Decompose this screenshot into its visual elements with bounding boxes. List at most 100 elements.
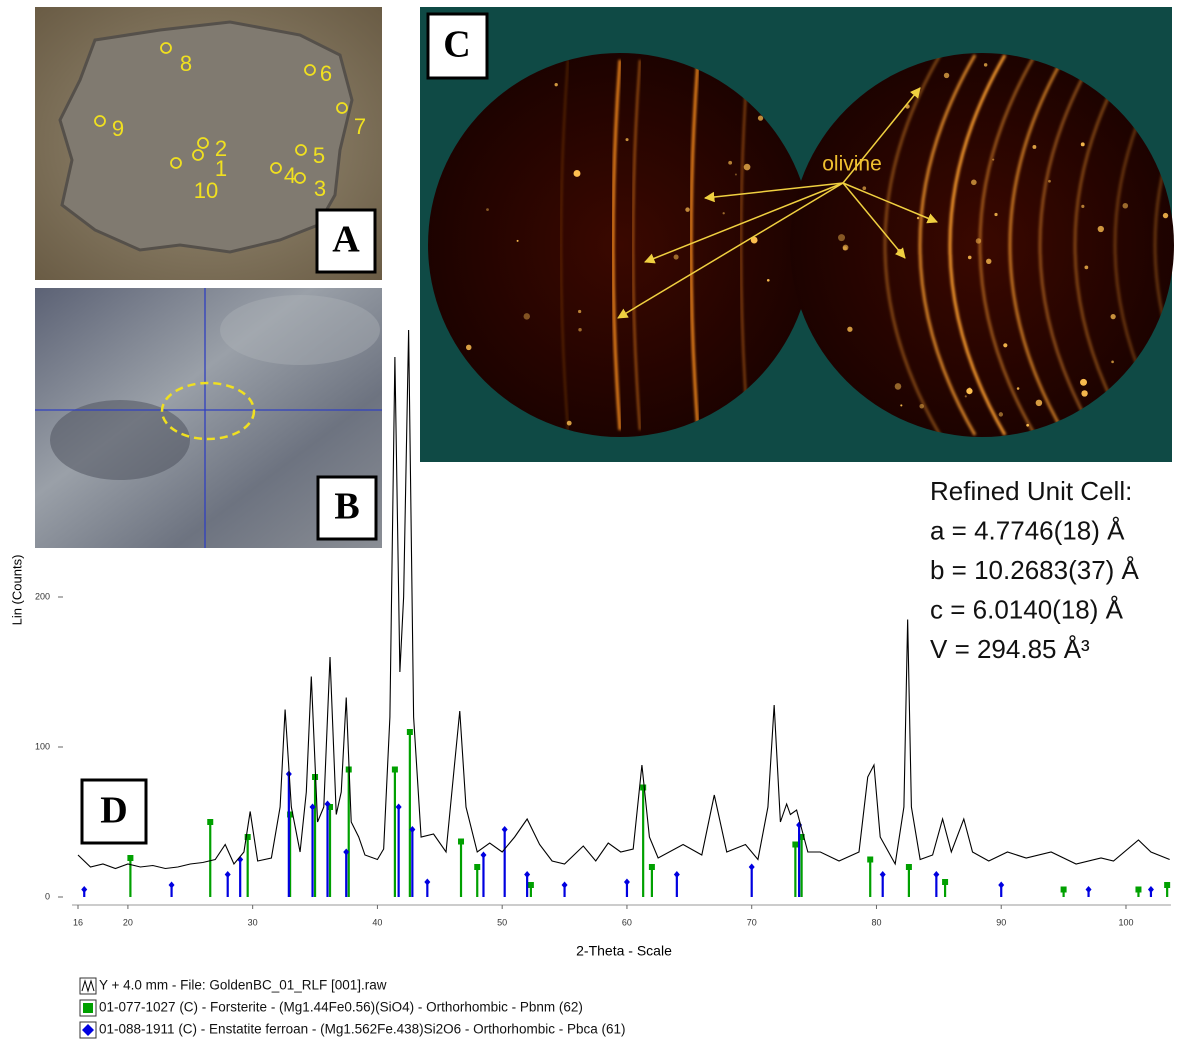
stick-marker: [640, 784, 647, 791]
x-axis-label: 2-Theta - Scale: [576, 943, 672, 959]
diffraction-spot: [465, 344, 472, 351]
diffraction-spot: [673, 254, 679, 260]
panel-c: olivine C: [420, 7, 1174, 462]
texture: [220, 295, 380, 365]
spot-marker: [295, 144, 307, 156]
stick-marker: [673, 871, 680, 878]
annotation: c = 6.0140(18) Å: [930, 594, 1124, 624]
diffraction-spot: [728, 160, 733, 165]
spot-marker: [197, 137, 209, 149]
stick-marker: [998, 881, 1005, 889]
stick-marker: [1147, 886, 1154, 893]
stick-marker: [81, 886, 88, 893]
x-tick-label: 60: [622, 917, 632, 927]
arrow: [644, 182, 844, 264]
diffraction-spot: [625, 138, 629, 142]
diffraction-spot: [862, 186, 867, 191]
spot-marker: [294, 172, 306, 184]
stick-marker: [1135, 886, 1142, 893]
diffraction-spot: [971, 179, 977, 186]
stick-marker: [207, 819, 214, 825]
stick-marker: [409, 826, 416, 833]
stick-marker: [244, 834, 251, 840]
diffraction-spot: [986, 258, 992, 264]
diffraction-spot: [578, 327, 582, 332]
detector-frame: [428, 53, 812, 437]
spot-marker: [160, 42, 172, 54]
diffraction-spot: [578, 309, 582, 314]
diffraction-spot: [523, 313, 530, 320]
legend-label: Y + 4.0 mm - File: GoldenBC_01_RLF [001]…: [99, 978, 387, 993]
diffraction-streak: [611, 59, 622, 431]
annotation: olivine: [822, 153, 882, 176]
panel-label: D: [100, 790, 127, 832]
diffraction-spot: [743, 163, 751, 171]
y-tick-label: 0: [45, 891, 50, 901]
diffraction-spot: [894, 383, 902, 390]
stick-marker: [324, 800, 331, 808]
annotation: b = 10.2683(37) Å: [930, 555, 1140, 585]
spot-label: 5: [313, 143, 325, 168]
legend-label: 01-077-1027 (C) - Forsterite - (Mg1.44Fe…: [99, 1000, 583, 1015]
diffraction-spot: [943, 72, 950, 79]
diffraction-spot: [964, 395, 967, 398]
stick-marker: [1164, 882, 1171, 888]
diffraction-spot: [750, 236, 758, 244]
spot-label: 2: [215, 136, 227, 161]
legend-glyph: [81, 979, 95, 993]
diffraction-spot: [1084, 265, 1089, 270]
diffraction-spot: [994, 212, 998, 217]
annotation: V = 294.85 Å³: [930, 634, 1090, 664]
diffraction-spot: [766, 278, 770, 282]
stick-marker: [867, 856, 874, 863]
diffraction-spot: [486, 208, 489, 211]
panel-label: C: [443, 24, 470, 66]
x-tick-label: 50: [497, 917, 507, 927]
diffraction-spot: [516, 239, 519, 242]
diffraction-spot: [966, 387, 973, 395]
diffraction-spot: [1003, 343, 1008, 348]
detector-frame: [790, 53, 1174, 437]
diffraction-spot: [1162, 212, 1169, 219]
x-tick-label: 90: [996, 917, 1006, 927]
legend-glyph: [82, 1024, 94, 1036]
diffraction-spot: [900, 404, 903, 407]
diffraction-spot: [992, 158, 995, 161]
diffraction-spot: [919, 403, 924, 409]
stick-marker: [561, 881, 568, 889]
legend-glyph: [83, 1003, 93, 1013]
spot-label: 3: [314, 176, 326, 201]
stick-marker: [879, 871, 886, 878]
label-box: [316, 475, 378, 541]
spot-label: 1: [215, 156, 227, 181]
stick-marker: [798, 834, 805, 840]
stick-marker: [501, 826, 508, 833]
panel-b: B: [35, 288, 382, 548]
spot-label: 9: [112, 116, 124, 141]
stick-marker: [406, 729, 413, 735]
diffraction-spot: [1016, 387, 1020, 390]
stick-marker: [168, 881, 175, 889]
diffraction-spot: [1080, 378, 1088, 386]
diffraction-spot: [1081, 204, 1085, 208]
spot-marker: [336, 102, 348, 114]
stick-marker: [623, 878, 630, 886]
spot-label: 10: [194, 178, 218, 203]
panels: 12 345 6 7 8 9 10 A B olivine C D: [35, 7, 1174, 845]
diffraction-spot: [916, 216, 920, 220]
diffraction-spot: [685, 207, 690, 212]
stick-marker: [480, 851, 487, 859]
legend-icon: [79, 977, 97, 995]
x-tick-label: 20: [123, 917, 133, 927]
spot-marker: [304, 64, 316, 76]
panel-label: B: [334, 486, 359, 528]
stick-marker: [792, 841, 799, 848]
stick-marker: [127, 855, 134, 861]
stick-marker: [527, 882, 534, 888]
diffraction-spot: [1122, 202, 1129, 209]
spot-marker: [170, 157, 182, 169]
diffraction-spot: [734, 173, 737, 176]
stick-marker: [287, 811, 294, 818]
diffraction-spot: [847, 326, 853, 332]
